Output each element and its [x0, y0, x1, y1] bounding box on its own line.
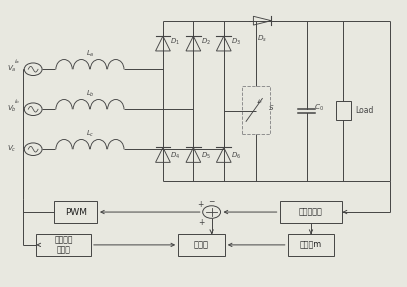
Text: 六次谐波
发生器: 六次谐波 发生器 — [54, 235, 73, 255]
Text: $L_b$: $L_b$ — [85, 89, 94, 99]
Text: 调制比m: 调制比m — [300, 241, 322, 249]
Bar — [336, 101, 350, 120]
Text: $D_s$: $D_s$ — [257, 34, 267, 44]
Text: $D_2$: $D_2$ — [201, 37, 211, 47]
Bar — [242, 86, 270, 133]
Text: 电压补偿器: 电压补偿器 — [299, 208, 323, 217]
Text: $i_a$: $i_a$ — [14, 57, 20, 66]
Text: $D_5$: $D_5$ — [201, 151, 211, 162]
Text: $V_b$: $V_b$ — [7, 104, 17, 114]
Text: $D_3$: $D_3$ — [231, 37, 241, 47]
Text: $V_c$: $V_c$ — [7, 144, 17, 154]
Text: Load: Load — [355, 106, 373, 115]
Text: +: + — [197, 200, 204, 209]
Bar — [288, 234, 334, 256]
Text: $L_a$: $L_a$ — [85, 49, 94, 59]
Text: $S$: $S$ — [268, 102, 275, 112]
Text: $i_b$: $i_b$ — [14, 98, 20, 106]
Text: $V_a$: $V_a$ — [7, 64, 17, 74]
Text: $-$: $-$ — [208, 195, 215, 204]
Text: PWM: PWM — [65, 208, 87, 217]
Bar — [178, 234, 225, 256]
Text: $D_4$: $D_4$ — [170, 151, 180, 162]
Text: $C_0$: $C_0$ — [314, 103, 324, 113]
Bar — [36, 234, 91, 256]
Bar — [55, 201, 97, 223]
Text: $D_1$: $D_1$ — [170, 37, 180, 47]
Bar — [280, 201, 342, 223]
Text: $L_c$: $L_c$ — [86, 129, 94, 139]
Text: $D_6$: $D_6$ — [231, 151, 241, 162]
Text: +: + — [198, 218, 205, 226]
Text: 乘法器: 乘法器 — [194, 241, 209, 249]
